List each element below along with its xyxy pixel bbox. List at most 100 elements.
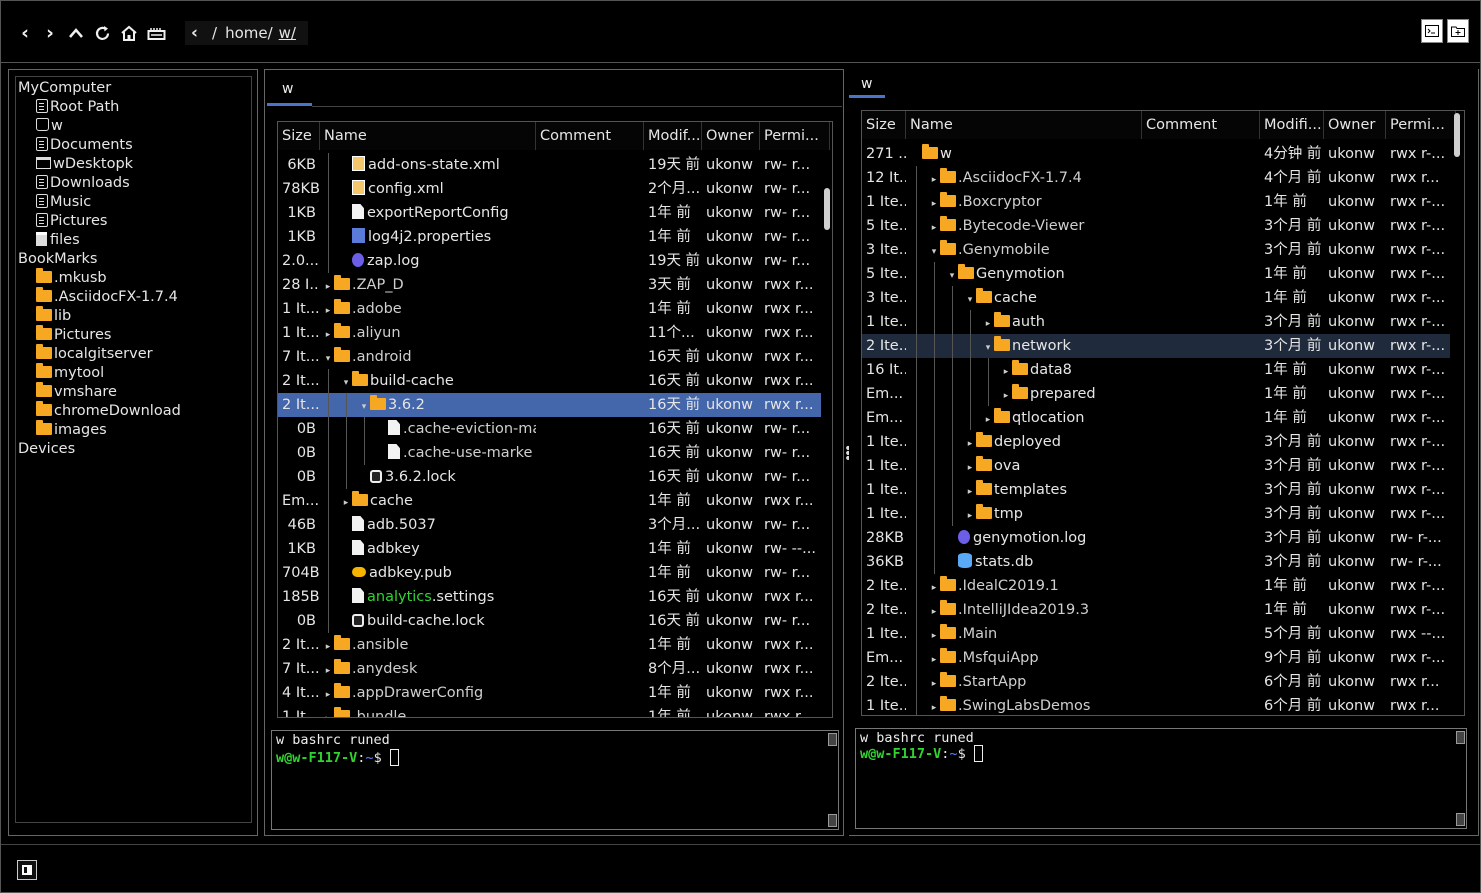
table-row[interactable]: 1 It... ▸ .adobe 1年 前 ukonw rwx r... [278,297,821,321]
sidebar-item[interactable]: files [36,231,80,250]
sidebar-item[interactable]: Documents [36,136,133,155]
table-row[interactable]: 7 It... ▸ .anydesk 8个月... ukonw rwx r... [278,657,821,681]
column-header-modifi[interactable]: Modifi... [1260,111,1324,139]
table-row[interactable]: 5 Ite... ▸ .Bytecode-Viewer 3个月 前 ukonw rwx r… [862,214,1450,238]
sidebar-section-2[interactable]: Devices [18,441,76,457]
expand-closed-icon[interactable]: ▸ [967,487,973,497]
expand-open-icon[interactable]: ▾ [931,247,937,257]
sidebar-item[interactable]: w [36,117,63,136]
table-scrollbar[interactable] [1454,113,1460,157]
sidebar-item[interactable]: mytool [36,363,104,383]
sidebar-item[interactable]: .mkusb [36,268,107,288]
table-row[interactable]: 2 Ite... ▸ .StartApp 6个月 前 ukonw rwx r... [862,670,1450,694]
table-row[interactable]: 4 It... ▸ .appDrawerConfig 1年 前 ukonw rwx r..… [278,681,821,705]
table-row[interactable]: 0B 3.6.2.lock 16天 前 ukonw rw- r... [278,465,821,489]
sidebar-item[interactable]: vmshare [36,382,117,402]
table-row[interactable]: 704B adbkey.pub 1年 前 ukonw rw- r... [278,561,821,585]
terminal-scroll-up[interactable] [1456,731,1465,744]
expand-closed-icon[interactable]: ▸ [931,583,937,593]
column-header-comment[interactable]: Comment [536,122,644,150]
expand-closed-icon[interactable]: ▸ [325,690,331,700]
column-header-name[interactable]: Name [320,122,536,150]
devices-button[interactable] [144,19,168,47]
table-row[interactable]: 46B adb.5037 3个月... ukonw rw- r... [278,513,821,537]
expand-open-icon[interactable]: ▾ [325,354,331,364]
expand-closed-icon[interactable]: ▸ [967,463,973,473]
column-header-comment[interactable]: Comment [1142,111,1260,139]
table-row[interactable]: 7 It... ▾ .android 16天 前 ukonw rwx r... [278,345,821,369]
expand-closed-icon[interactable]: ▸ [1003,391,1009,401]
expand-open-icon[interactable]: ▾ [361,402,367,412]
sidebar-item[interactable]: .AsciidocFX-1.7.4 [36,287,178,307]
breadcrumb-segment-home[interactable]: home/ [225,24,273,42]
back-button[interactable]: ‹ [13,19,37,47]
expand-closed-icon[interactable]: ▸ [985,415,991,425]
table-row[interactable]: 5 Ite... ▾ Genymotion 1年 前 ukonw rwx r-... [862,262,1450,286]
table-row[interactable]: 78KB config.xml 2个月... ukonw rw- r... [278,177,821,201]
sidebar-item[interactable]: images [36,420,107,440]
column-header-modif[interactable]: Modif... [644,122,702,150]
table-row[interactable]: Em... ▸ qtlocation 1年 前 ukonw rwx r-... [862,406,1450,430]
table-row[interactable]: 1 It...▸ .bundle 1年 前 ukonw rwx r... [278,705,821,717]
home-button[interactable] [117,19,141,47]
expand-closed-icon[interactable]: ▸ [931,631,937,641]
table-row[interactable]: 1 Ite... ▸ auth 3个月 前 ukonw rwx r-... [862,310,1450,334]
sidebar-item[interactable]: chromeDownload [36,401,181,421]
expand-closed-icon[interactable]: ▸ [343,498,349,508]
column-header-name[interactable]: Name [906,111,1142,139]
expand-open-icon[interactable]: ▾ [985,343,991,353]
table-row[interactable]: 1 Ite... ▸ ova 3个月 前 ukonw rwx r-... [862,454,1450,478]
table-row[interactable]: 1 Ite... ▸ .SwingLabsDemos 6个月 前 ukonw rwx r.… [862,694,1450,715]
table-row[interactable]: 2 Ite... ▸ .IntelliJIdea2019.3 1年 前 ukonw rwx… [862,598,1450,622]
right-terminal[interactable]: w bashrc runed w@w-F117-V:~$ [855,728,1467,829]
new-folder-button[interactable] [1447,19,1469,43]
table-row[interactable]: 1 Ite... ▸ tmp 3个月 前 ukonw rwx r-... [862,502,1450,526]
forward-button[interactable]: › [38,19,62,47]
sidebar-item[interactable]: localgitserver [36,344,153,364]
table-row[interactable]: 2 It... ▾ 3.6.2 16天 前 ukonw rwx r... [278,393,821,417]
expand-closed-icon[interactable]: ▸ [931,223,937,233]
expand-closed-icon[interactable]: ▸ [325,642,331,652]
pane-splitter-handle[interactable]: ••• [844,442,852,466]
left-tab-w[interactable]: w [282,81,294,97]
table-row[interactable]: 1 Ite... ▸ templates 3个月 前 ukonw rwx r-... [862,478,1450,502]
expand-closed-icon[interactable]: ▸ [931,607,937,617]
table-row[interactable]: Em... ▸ cache 1年 前 ukonw rwx r... [278,489,821,513]
table-row[interactable]: 1KB exportReportConfig 1年 前 ukonw rw- r... [278,201,821,225]
table-row[interactable]: 16 It... ▸ data8 1年 前 ukonw rwx r-... [862,358,1450,382]
expand-closed-icon[interactable]: ▸ [931,655,937,665]
table-row[interactable]: 185B analytics.settings 16天 前 ukonw rwx r... [278,585,821,609]
expand-closed-icon[interactable]: ▸ [931,679,937,689]
column-header-permi[interactable]: Permi... [1386,111,1456,139]
sidebar-item[interactable]: wDesktopk [36,155,133,174]
expand-closed-icon[interactable]: ▸ [325,330,331,340]
expand-open-icon[interactable]: ▾ [343,378,349,388]
refresh-button[interactable] [90,19,114,47]
table-row[interactable]: 2 It... ▾ build-cache 16天 前 ukonw rwx r... [278,369,821,393]
toggle-sidebar-button[interactable] [17,860,37,880]
left-terminal[interactable]: w bashrc runed w@w-F117-V:~$ [271,730,839,830]
breadcrumb-back-icon[interactable]: ‹ [191,23,199,43]
expand-closed-icon[interactable]: ▸ [325,666,331,676]
expand-closed-icon[interactable]: ▸ [1003,367,1009,377]
sidebar-section-0[interactable]: MyComputer [18,80,112,96]
column-header-permi[interactable]: Permi... [760,122,830,150]
expand-closed-icon[interactable]: ▸ [931,199,937,209]
column-header-owner[interactable]: Owner [702,122,760,150]
table-row[interactable]: 3 Ite... ▾ .Genymobile 3个月 前 ukonw rwx r-... [862,238,1450,262]
expand-closed-icon[interactable]: ▸ [931,703,937,713]
sidebar-item[interactable]: Downloads [36,174,130,193]
table-row[interactable]: 0B .cache-eviction-ma 16天 前 ukonw rw- r... [278,417,821,441]
table-row[interactable]: 1 Ite... ▸ deployed 3个月 前 ukonw rwx r-... [862,430,1450,454]
column-header-size[interactable]: Size [278,122,320,150]
column-header-owner[interactable]: Owner [1324,111,1386,139]
table-row[interactable]: 0B build-cache.lock 16天 前 ukonw rw- r... [278,609,821,633]
table-row[interactable]: 36KB stats.db 3个月 前 ukonw rw- r-... [862,550,1450,574]
table-row[interactable]: 2.0... zap.log 19天 前 ukonw rw- r... [278,249,821,273]
table-row[interactable]: 28 I... ▸ .ZAP_D 3天 前 ukonw rwx r... [278,273,821,297]
table-row[interactable]: 3 Ite... ▾ cache 1年 前 ukonw rwx r-... [862,286,1450,310]
expand-closed-icon[interactable]: ▸ [967,439,973,449]
expand-open-icon[interactable]: ▾ [949,271,955,281]
table-row[interactable]: 28KB genymotion.log 3个月 前 ukonw rw- r-... [862,526,1450,550]
table-row[interactable]: Em... ▸ prepared 1年 前 ukonw rwx r-... [862,382,1450,406]
